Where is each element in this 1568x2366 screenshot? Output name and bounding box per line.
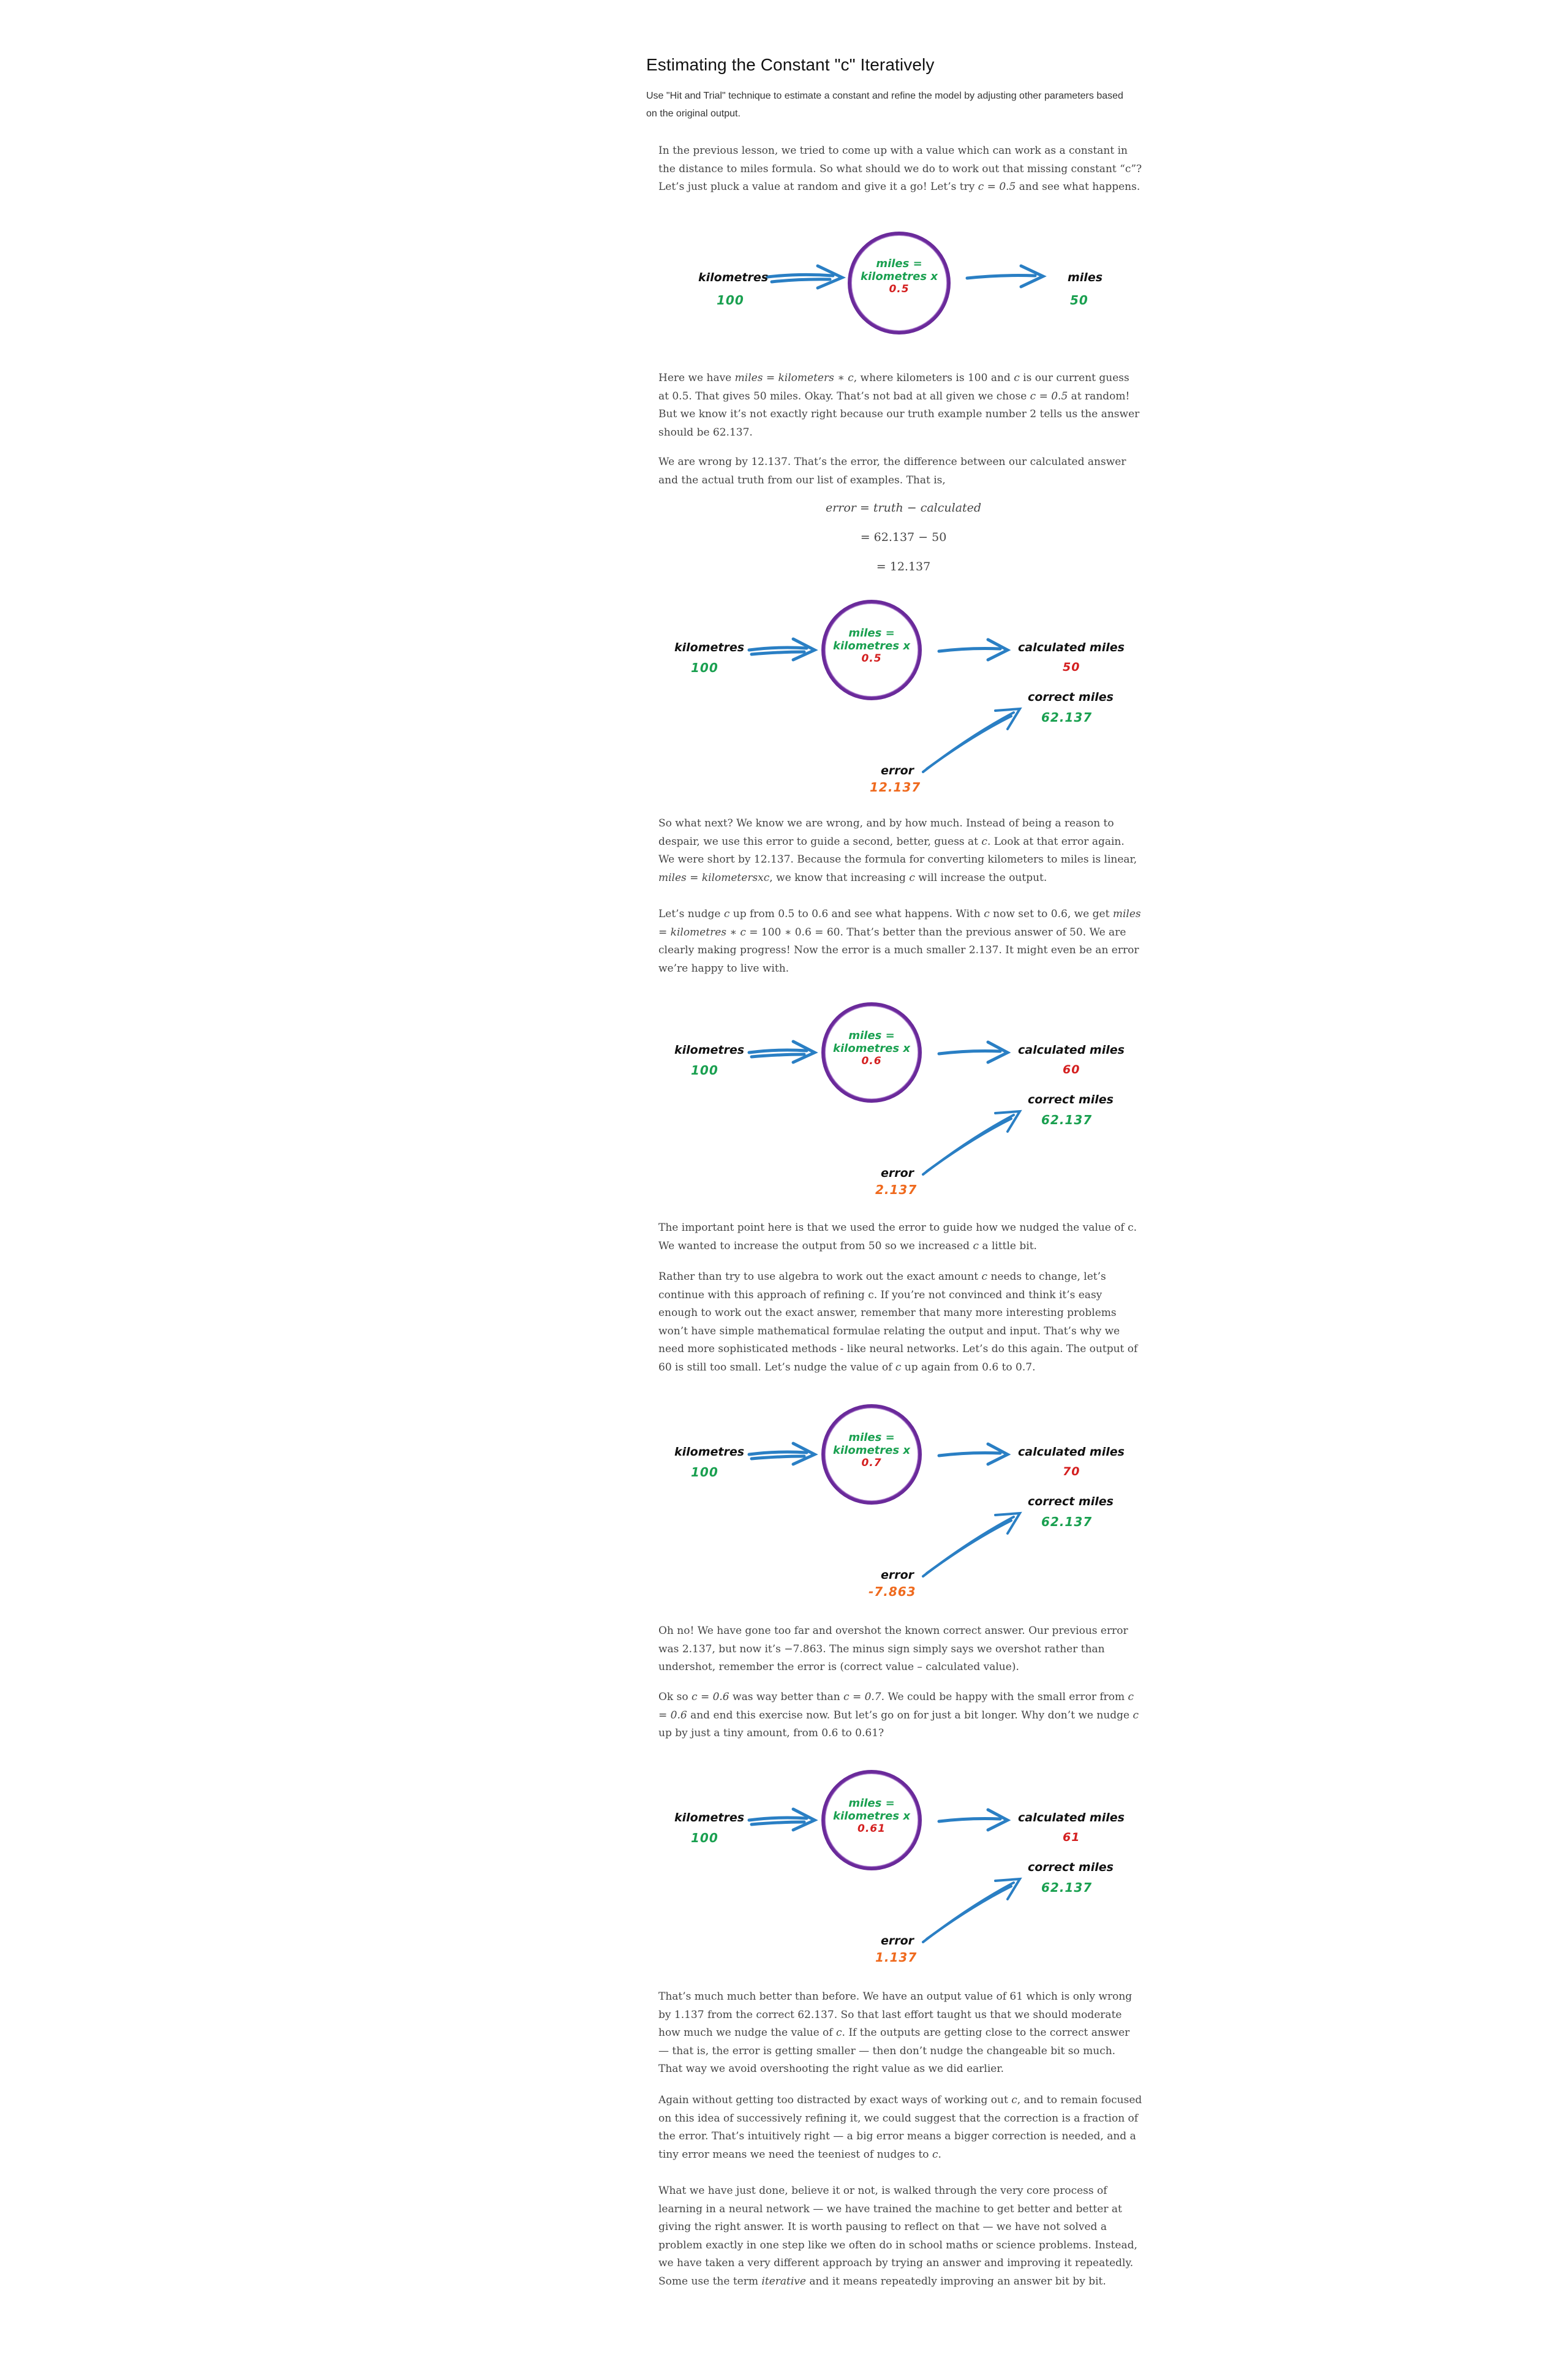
output-value: 70 — [1063, 1465, 1080, 1478]
output-label: miles — [1068, 271, 1103, 284]
paragraph-intro: In the previous lesson, we tried to come… — [658, 145, 1142, 194]
diagram-error-0-7-arrows — [747, 1404, 1022, 1578]
correct-label: correct miles — [1028, 690, 1114, 704]
correct-value: 62.137 — [1041, 1514, 1093, 1529]
equation-substitution: = 62.137 − 50 — [860, 531, 947, 544]
page-subtitle: Use "Hit and Trial" technique to estimat… — [646, 91, 1123, 119]
input-label: kilometres — [698, 271, 769, 284]
input-value: 100 — [691, 1063, 718, 1078]
diagram-error-0-7: kilometres 100 miles = kilometres x 0.7 … — [646, 1402, 1136, 1599]
paragraph-important-point: The important point here is that we used… — [658, 1222, 1137, 1252]
input-label: kilometres — [674, 641, 745, 654]
diagram-error-0-6: kilometres 100 miles = kilometres x 0.6 … — [646, 1000, 1136, 1197]
paragraph-core-process: What we have just done, believe it or no… — [658, 2185, 1137, 2288]
equation-result: = 12.137 — [876, 560, 931, 573]
input-label: kilometres — [674, 1445, 745, 1459]
equation-error: error = truth − calculated — [825, 501, 982, 515]
correct-value: 62.137 — [1041, 1113, 1093, 1127]
diagram-error-0-61-arrows — [747, 1770, 1022, 1943]
correct-value: 62.137 — [1041, 1880, 1093, 1895]
diagram-first-guess-arrows — [766, 232, 1047, 334]
correct-label: correct miles — [1028, 1495, 1114, 1508]
input-value: 100 — [691, 660, 718, 675]
paragraph-rather-than-algebra: Rather than try to use algebra to work o… — [658, 1271, 1138, 1374]
output-value: 50 — [1063, 660, 1080, 674]
node-formula: miles = kilometres x 0.61 — [833, 1797, 910, 1835]
node-formula: miles = kilometres x 0.7 — [833, 1431, 910, 1469]
paragraph-error-intro: We are wrong by 12.137. That’s the error… — [658, 456, 1126, 486]
paragraph-nudge-0-6: Let’s nudge c up from 0.5 to 0.6 and see… — [658, 908, 1141, 975]
error-value: -7.863 — [869, 1584, 916, 1599]
output-value: 61 — [1063, 1831, 1080, 1844]
diagram-error-0-6-arrows — [747, 1002, 1022, 1176]
output-label: calculated miles — [1018, 1811, 1125, 1824]
paragraph-overshot: Oh no! We have gone too far and overshot… — [658, 1625, 1128, 1674]
diagram-error-0-5: kilometres 100 miles = kilometres x 0.5 … — [646, 597, 1136, 795]
input-value: 100 — [691, 1465, 718, 1480]
error-label: error — [881, 1934, 914, 1948]
paragraph-correction-fraction: Again without getting too distracted by … — [658, 2094, 1142, 2161]
diagram-error-0-61: kilometres 100 miles = kilometres x 0.61… — [646, 1767, 1136, 1965]
input-arrow — [766, 264, 846, 290]
output-label: calculated miles — [1018, 1445, 1125, 1459]
node-formula: miles = kilometres x 0.5 — [833, 627, 910, 665]
node-circle — [848, 232, 951, 334]
paragraph-nudge-0-61: Ok so c = 0.6 was way better than c = 0.… — [658, 1691, 1139, 1740]
correct-label: correct miles — [1028, 1861, 1114, 1874]
input-label: kilometres — [674, 1811, 745, 1824]
error-value: 1.137 — [875, 1950, 918, 1965]
output-value: 60 — [1063, 1063, 1080, 1076]
node-formula: miles = kilometres x 0.5 — [861, 257, 938, 295]
node-formula: miles = kilometres x 0.6 — [833, 1029, 910, 1067]
output-label: calculated miles — [1018, 1043, 1125, 1057]
error-label: error — [881, 1568, 914, 1582]
paragraph-much-better: That’s much much better than before. We … — [658, 1990, 1133, 2076]
diagram-first-guess: kilometres 100 miles = kilometres x 0.5 … — [646, 221, 1136, 355]
page-title: Estimating the Constant "c" Iteratively — [646, 55, 935, 74]
output-value: 50 — [1070, 293, 1088, 308]
paragraph-what-next: So what next? We know we are wrong, and … — [658, 817, 1137, 884]
error-value: 2.137 — [875, 1182, 918, 1197]
error-label: error — [881, 1166, 914, 1180]
paragraph-first-result: Here we have miles = kilometers ∗ c, whe… — [658, 372, 1140, 439]
correct-label: correct miles — [1028, 1093, 1114, 1106]
diagram-error-0-5-arrows — [747, 600, 1022, 773]
error-value: 12.137 — [870, 780, 921, 795]
input-value: 100 — [717, 293, 744, 308]
output-label: calculated miles — [1018, 641, 1125, 654]
output-arrow — [965, 264, 1047, 289]
error-label: error — [881, 764, 914, 777]
correct-value: 62.137 — [1041, 710, 1093, 725]
input-label: kilometres — [674, 1043, 745, 1057]
input-value: 100 — [691, 1831, 718, 1845]
